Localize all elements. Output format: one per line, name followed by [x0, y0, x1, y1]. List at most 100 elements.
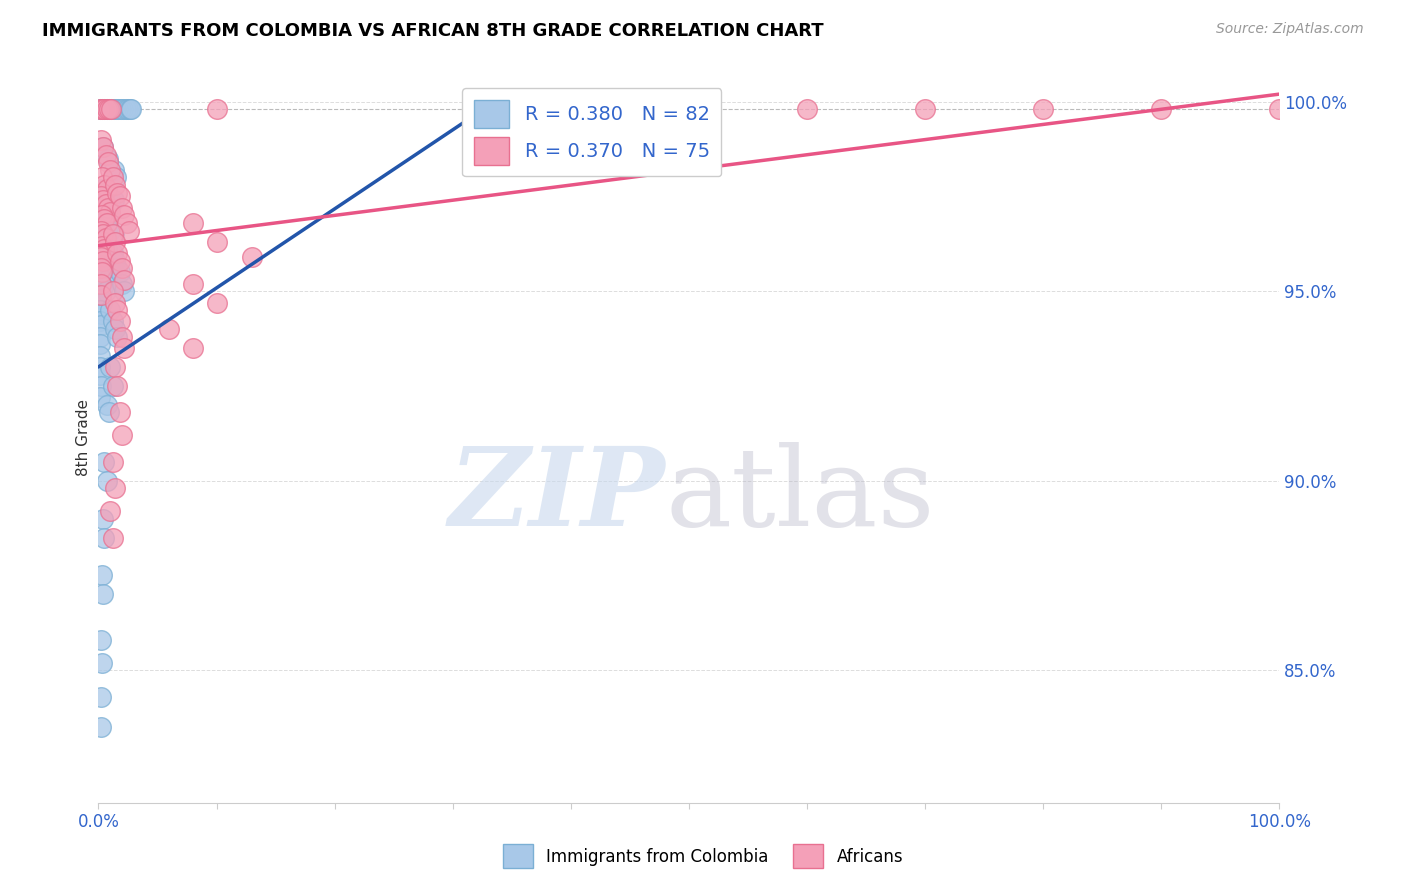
- Point: [205, 235, 228, 249]
- Point: [91, 102, 114, 116]
- Point: [105, 329, 128, 343]
- Point: [112, 102, 135, 116]
- Point: [105, 186, 128, 200]
- Point: [91, 265, 114, 279]
- Point: [1268, 102, 1291, 116]
- Text: atlas: atlas: [665, 442, 935, 549]
- Point: [90, 261, 112, 276]
- Point: [101, 531, 124, 545]
- Point: [96, 102, 118, 116]
- Point: [103, 102, 125, 116]
- Point: [157, 322, 180, 336]
- Point: [90, 223, 112, 237]
- Text: IMMIGRANTS FROM COLOMBIA VS AFRICAN 8TH GRADE CORRELATION CHART: IMMIGRANTS FROM COLOMBIA VS AFRICAN 8TH …: [42, 22, 824, 40]
- Point: [108, 253, 131, 268]
- Point: [121, 102, 143, 116]
- Point: [105, 170, 128, 185]
- Point: [104, 178, 127, 192]
- Point: [91, 216, 114, 230]
- Point: [89, 314, 111, 328]
- Point: [98, 303, 121, 318]
- Point: [101, 246, 124, 260]
- Point: [94, 253, 117, 268]
- Point: [93, 201, 115, 215]
- Point: [90, 288, 112, 302]
- Point: [93, 455, 115, 469]
- Point: [108, 189, 131, 203]
- Point: [98, 204, 121, 219]
- Point: [93, 531, 115, 545]
- Point: [91, 511, 114, 525]
- Point: [90, 318, 112, 333]
- Point: [108, 314, 131, 328]
- Point: [91, 656, 114, 670]
- Point: [91, 182, 114, 196]
- Point: [90, 189, 112, 203]
- Point: [101, 227, 124, 242]
- Point: [205, 295, 228, 310]
- Point: [96, 398, 118, 412]
- Point: [90, 690, 112, 704]
- Point: [91, 280, 114, 294]
- Point: [98, 504, 121, 518]
- Point: [1032, 102, 1054, 116]
- Point: [118, 223, 141, 237]
- Point: [104, 295, 127, 310]
- Point: [93, 243, 115, 257]
- Point: [90, 307, 112, 321]
- Text: Source: ZipAtlas.com: Source: ZipAtlas.com: [1216, 22, 1364, 37]
- Point: [98, 359, 121, 374]
- Point: [105, 246, 128, 260]
- Point: [796, 102, 818, 116]
- Point: [98, 102, 121, 116]
- Point: [89, 329, 111, 343]
- Point: [89, 368, 111, 382]
- Point: [96, 243, 118, 257]
- Point: [91, 102, 114, 116]
- Point: [914, 102, 936, 116]
- Point: [101, 379, 124, 393]
- Point: [104, 481, 127, 495]
- Point: [96, 273, 118, 287]
- Point: [104, 322, 127, 336]
- Point: [101, 455, 124, 469]
- Y-axis label: 8th Grade: 8th Grade: [76, 399, 91, 475]
- Point: [111, 261, 134, 276]
- Point: [89, 102, 111, 116]
- Point: [91, 208, 114, 222]
- Point: [91, 170, 114, 185]
- Legend: R = 0.380   N = 82, R = 0.370   N = 75: R = 0.380 N = 82, R = 0.370 N = 75: [463, 88, 721, 177]
- Point: [240, 250, 263, 264]
- Point: [94, 231, 117, 245]
- Legend: Immigrants from Colombia, Africans: Immigrants from Colombia, Africans: [496, 838, 910, 875]
- Point: [90, 250, 112, 264]
- Point: [105, 379, 128, 393]
- Point: [98, 223, 121, 237]
- Point: [97, 201, 120, 215]
- Point: [114, 102, 136, 116]
- Point: [90, 720, 112, 734]
- Point: [112, 273, 135, 287]
- Point: [181, 216, 204, 230]
- Point: [89, 337, 111, 351]
- Point: [96, 189, 118, 203]
- Point: [89, 349, 111, 363]
- Point: [91, 568, 114, 582]
- Point: [111, 329, 134, 343]
- Point: [90, 292, 112, 306]
- Point: [101, 170, 124, 185]
- Point: [90, 132, 112, 146]
- Point: [104, 359, 127, 374]
- Point: [90, 277, 112, 291]
- Point: [93, 268, 115, 283]
- Point: [101, 284, 124, 298]
- Point: [98, 102, 121, 116]
- Point: [181, 277, 204, 291]
- Point: [93, 238, 115, 252]
- Point: [91, 253, 114, 268]
- Point: [93, 178, 115, 192]
- Point: [111, 428, 134, 442]
- Point: [120, 102, 142, 116]
- Point: [93, 219, 115, 234]
- Point: [91, 140, 114, 154]
